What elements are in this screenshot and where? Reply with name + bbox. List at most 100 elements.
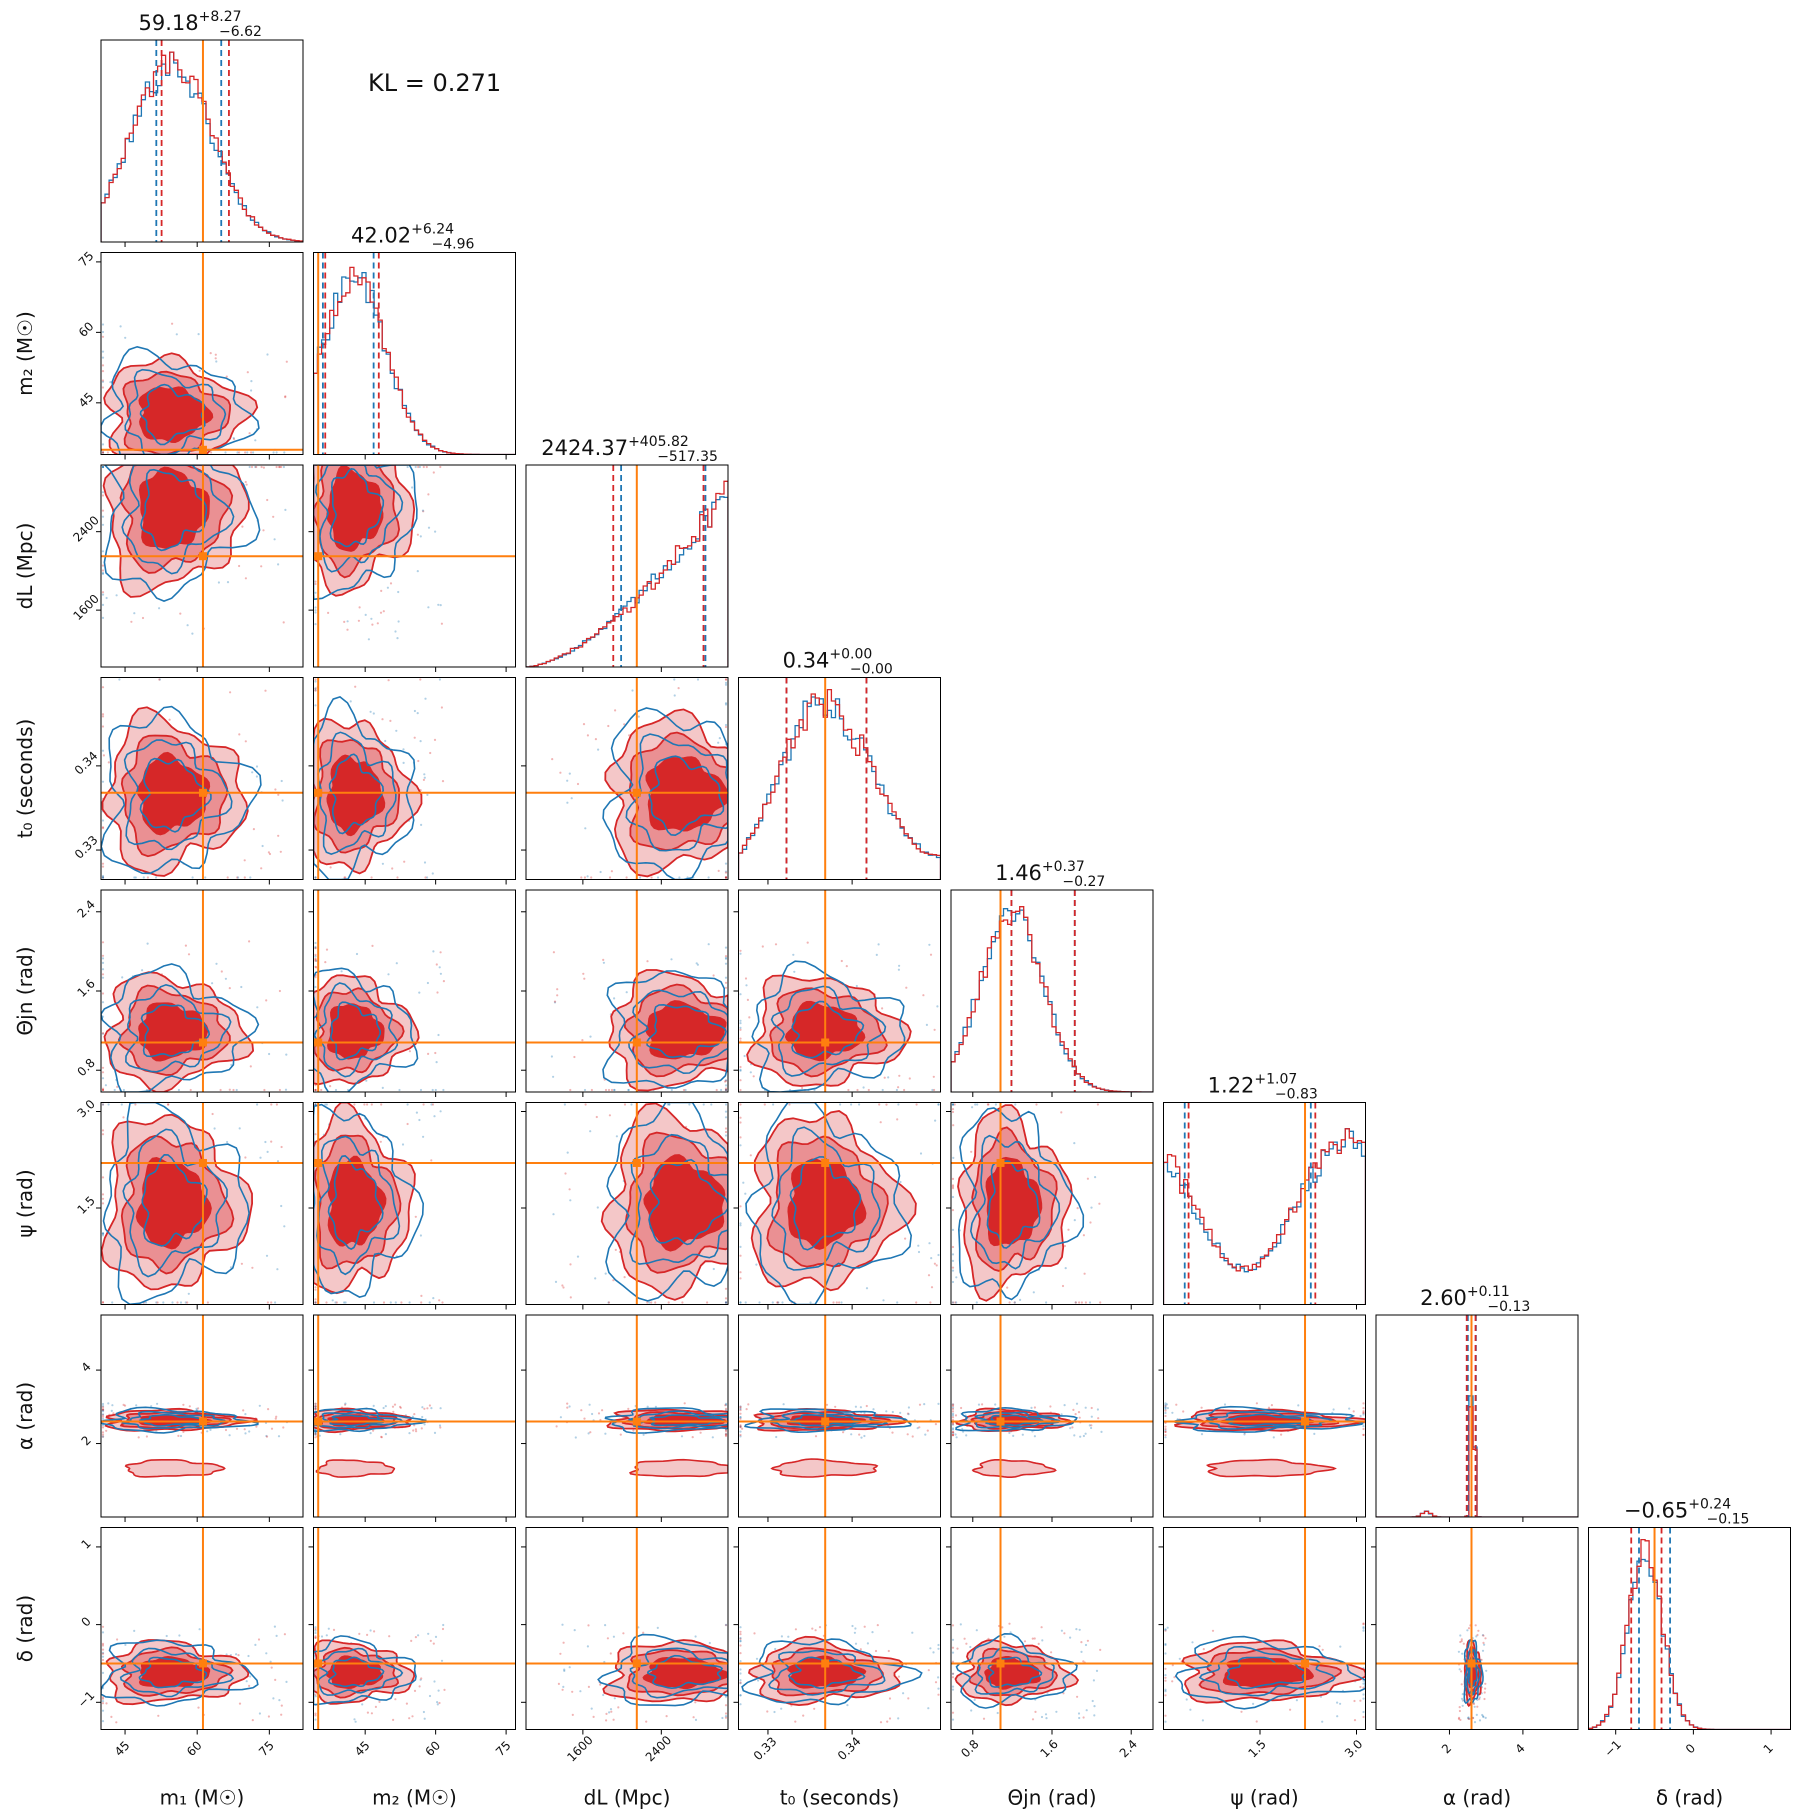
panel-content <box>738 1527 941 1730</box>
sample-point <box>314 876 317 879</box>
sample-point <box>314 1133 317 1136</box>
x-tick-label-m2: 60 <box>422 1738 443 1759</box>
sample-point <box>314 1629 317 1632</box>
sample-point <box>747 1403 750 1406</box>
sample-point <box>602 961 606 964</box>
sample-point <box>739 1636 742 1640</box>
contour-blue-1 <box>316 1647 404 1696</box>
sample-point <box>739 1405 742 1408</box>
sample-point <box>243 876 246 879</box>
sample-point <box>101 876 105 879</box>
y-axis-label-psi: ψ (rad) <box>13 1169 37 1237</box>
sample-point <box>396 876 399 879</box>
sample-point <box>872 1408 875 1411</box>
sample-point <box>1484 1637 1487 1640</box>
contour-blue-1 <box>628 989 728 1075</box>
sample-point <box>712 974 715 977</box>
x-tick-label-t0: 0.34 <box>835 1734 864 1763</box>
sample-point <box>846 1704 849 1707</box>
title-plus-m1: +8.27 <box>199 9 242 25</box>
sample-point <box>710 1103 713 1106</box>
sample-point <box>1164 1690 1167 1693</box>
sample-point <box>284 508 287 511</box>
sample-point <box>951 1228 955 1231</box>
sample-point <box>401 1143 405 1146</box>
sample-point <box>426 981 429 985</box>
sample-point <box>408 1432 411 1435</box>
sample-point <box>232 438 236 441</box>
sample-point <box>414 1428 417 1431</box>
sample-point <box>116 1638 119 1641</box>
sample-point <box>405 1702 408 1705</box>
y-tick-label-delta: 1 <box>79 1536 94 1551</box>
truth-marker <box>314 1417 323 1426</box>
sample-point <box>1164 1628 1167 1631</box>
sample-point <box>724 986 728 989</box>
sample-point <box>563 1668 566 1671</box>
sample-point <box>141 616 145 620</box>
sample-point <box>277 1435 281 1438</box>
contour-blue-0 <box>313 465 418 601</box>
sample-point <box>654 1405 658 1408</box>
truth-marker <box>314 1038 323 1047</box>
sample-point <box>366 1633 369 1636</box>
sample-point <box>272 515 275 518</box>
sample-point <box>354 685 357 688</box>
panel-t0-dL <box>521 677 729 885</box>
sample-point <box>111 1404 114 1407</box>
sample-point <box>976 1103 979 1106</box>
sample-point <box>862 1086 865 1089</box>
sample-point <box>228 987 231 990</box>
sample-point <box>101 603 105 607</box>
sample-point <box>936 1005 939 1008</box>
sample-point <box>956 1647 959 1650</box>
contour-blue-0 <box>602 970 728 1089</box>
sample-point <box>951 1672 955 1675</box>
sample-point <box>724 870 728 873</box>
sample-point <box>951 1403 955 1406</box>
sample-point <box>744 1301 747 1304</box>
sample-point <box>422 510 425 513</box>
sample-point <box>1460 1638 1463 1641</box>
sample-point <box>904 1237 907 1240</box>
sample-point <box>101 1417 105 1420</box>
sample-point <box>394 630 397 633</box>
sample-point <box>1482 1634 1485 1637</box>
sample-point <box>182 1403 185 1406</box>
sample-point <box>179 612 182 615</box>
contour-blue-2 <box>789 1156 862 1251</box>
sample-point <box>724 1088 728 1092</box>
truth-marker <box>632 1659 641 1668</box>
y-tick-label-alpha: 2 <box>79 1433 94 1448</box>
sample-point <box>158 678 161 681</box>
contour-blue-2 <box>787 1413 862 1427</box>
sample-point <box>314 611 317 614</box>
x-axis-label-theta: Θjn (rad) <box>1007 1786 1096 1809</box>
panel-content <box>1376 1527 1578 1730</box>
panel-delta-t0: 0.33 0.34 <box>733 1527 941 1763</box>
sample-point <box>276 1268 279 1271</box>
sample-point <box>654 1301 657 1304</box>
sample-point <box>380 1103 383 1106</box>
sample-point <box>408 1050 411 1053</box>
sample-point <box>937 1253 940 1257</box>
sample-point <box>154 876 158 879</box>
sample-point <box>434 1635 438 1638</box>
sample-point <box>573 1629 576 1632</box>
panel-frame <box>100 39 304 243</box>
title-plus-alpha: +0.11 <box>1467 1284 1510 1300</box>
sample-point <box>417 465 420 469</box>
title-plus-t0: +0.00 <box>829 647 872 663</box>
sample-point <box>587 1685 591 1688</box>
sample-point <box>1474 1624 1477 1627</box>
sample-point <box>325 948 329 951</box>
sample-point <box>712 1267 715 1271</box>
sample-point <box>623 1276 626 1279</box>
sample-point <box>177 1434 180 1437</box>
sample-point <box>724 1130 728 1134</box>
sample-point <box>739 1425 742 1428</box>
contour-blue-2 <box>138 1414 207 1427</box>
panel-title-minus-m1: −6.62 <box>219 24 262 40</box>
sample-point <box>101 1697 105 1700</box>
x-tick-label-m2: 75 <box>493 1738 514 1759</box>
